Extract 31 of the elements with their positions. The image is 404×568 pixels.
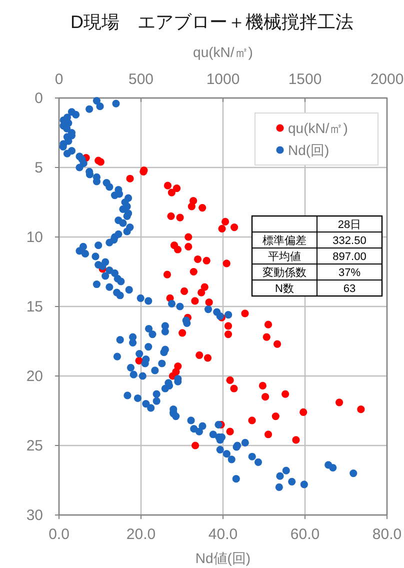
x2-tick-label: 2000 <box>370 71 404 88</box>
x-axis-title: Nd値(回) <box>195 550 251 566</box>
legend-label: Nd(回) <box>288 142 330 158</box>
x2-tick-label: 1000 <box>206 71 240 88</box>
y-tick-label: 15 <box>26 298 43 316</box>
legend-label: qu(kN/㎡) <box>288 120 348 136</box>
chart-title: D現場 エアブロー＋機械撹拌工法 <box>70 12 354 32</box>
x2-tick-label: 1500 <box>288 71 322 88</box>
annotation: 28日 <box>338 219 362 231</box>
x-tick-label: 20.0 <box>126 526 156 543</box>
annotation: 332.50 <box>332 235 366 247</box>
y-tick-label: 5 <box>34 160 43 176</box>
annotation: 37% <box>338 267 361 279</box>
y-tick-label: 30 <box>26 507 43 524</box>
annotation: 変動係数 <box>262 266 306 279</box>
x2-tick-label: 500 <box>128 71 154 88</box>
y-tick-label: 0 <box>34 90 43 107</box>
annotation: 標準偏差 <box>262 235 306 247</box>
annotation: 63 <box>343 283 356 295</box>
x-tick-label: 0.0 <box>48 526 70 543</box>
x-tick-label: 80.0 <box>372 526 402 543</box>
x2-tick-label: 0 <box>54 71 64 88</box>
x-tick-label: 60.0 <box>290 526 320 543</box>
x2-axis-title: qu(kN/㎡) <box>193 44 253 60</box>
annotation: N数 <box>275 283 294 295</box>
x-tick-label: 40.0 <box>208 526 238 543</box>
y-tick-label: 10 <box>26 229 43 246</box>
annotation: 平均値 <box>268 251 301 263</box>
annotation: 897.00 <box>332 251 366 263</box>
y-tick-label: 20 <box>26 368 43 385</box>
y-tick-label: 25 <box>26 438 43 454</box>
